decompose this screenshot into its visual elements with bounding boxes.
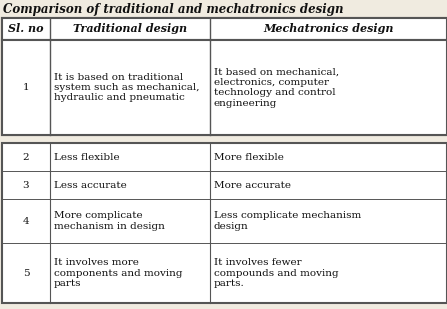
Bar bbox=[2, 18, 447, 40]
Bar bbox=[2, 18, 447, 135]
Text: Less accurate: Less accurate bbox=[54, 180, 127, 189]
Bar bbox=[2, 40, 447, 135]
Text: Traditional design: Traditional design bbox=[73, 23, 187, 35]
Bar bbox=[2, 143, 447, 303]
Text: 3: 3 bbox=[23, 180, 30, 189]
Text: More flexible: More flexible bbox=[214, 153, 284, 162]
Text: Sl. no: Sl. no bbox=[8, 23, 44, 35]
Text: Less flexible: Less flexible bbox=[54, 153, 120, 162]
Text: More accurate: More accurate bbox=[214, 180, 291, 189]
Text: It based on mechanical,
electronics, computer
technology and control
engineering: It based on mechanical, electronics, com… bbox=[214, 67, 339, 108]
Text: More complicate
mechanism in design: More complicate mechanism in design bbox=[54, 211, 165, 231]
Text: It involves more
components and moving
parts: It involves more components and moving p… bbox=[54, 258, 182, 288]
Text: Comparison of traditional and mechatronics design: Comparison of traditional and mechatroni… bbox=[3, 3, 343, 16]
Text: 5: 5 bbox=[23, 269, 30, 277]
Text: Less complicate mechanism
design: Less complicate mechanism design bbox=[214, 211, 361, 231]
Text: 4: 4 bbox=[23, 217, 30, 226]
Text: 2: 2 bbox=[23, 153, 30, 162]
Text: Mechatronics design: Mechatronics design bbox=[263, 23, 394, 35]
Text: 1: 1 bbox=[23, 83, 30, 92]
Text: It involves fewer
compounds and moving
parts.: It involves fewer compounds and moving p… bbox=[214, 258, 339, 288]
Text: It is based on traditional
system such as mechanical,
hydraulic and pneumatic: It is based on traditional system such a… bbox=[54, 73, 199, 102]
